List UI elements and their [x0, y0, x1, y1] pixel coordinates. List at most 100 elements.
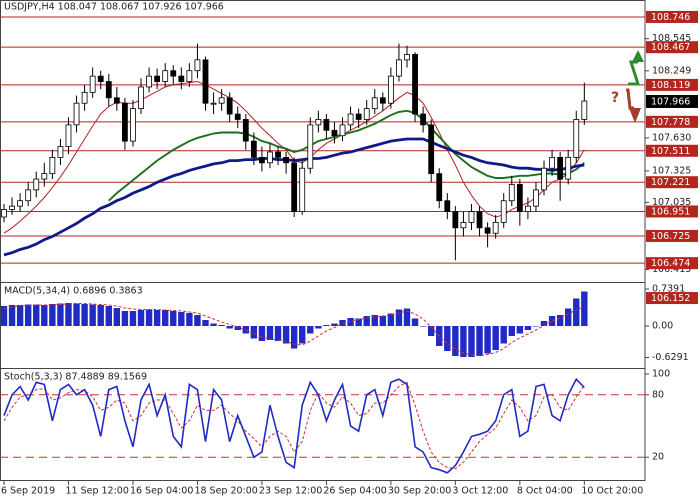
level-label: 106.474	[651, 258, 690, 269]
candle-body	[1, 208, 7, 218]
macd-bar	[73, 303, 80, 326]
macd-bar	[266, 326, 274, 340]
macd-bar	[540, 321, 548, 326]
x-tick-label: 11 Sep 12:00	[65, 486, 128, 497]
candle-body	[170, 70, 177, 77]
candle-body	[508, 184, 515, 202]
macd-bar	[307, 326, 314, 334]
y-tick-label: 20	[652, 452, 664, 463]
level-label: 106.152	[651, 293, 690, 304]
candle-body	[146, 75, 152, 88]
candle-body	[387, 75, 394, 104]
macd-signal	[3, 303, 585, 357]
candle-body	[573, 119, 580, 158]
candle-body	[267, 151, 273, 164]
macd-bar	[500, 326, 507, 344]
macd-bar	[121, 311, 129, 326]
candle-body	[283, 156, 290, 164]
level-label-box	[646, 257, 698, 270]
macd-bar	[16, 305, 24, 326]
macd-bar	[33, 304, 40, 326]
macd-bar	[81, 304, 88, 326]
level-label: 107.221	[651, 177, 690, 188]
plot-frame	[0, 0, 646, 481]
level-label: 107.778	[651, 117, 690, 128]
macd-bar	[105, 306, 112, 326]
macd-title: MACD(5,34,4) 0.6896 0.3863	[4, 286, 143, 297]
candle-body	[565, 156, 572, 180]
candle-body	[57, 146, 64, 158]
candle-body	[17, 200, 24, 207]
candle-body	[541, 167, 547, 191]
moving-average	[108, 109, 585, 202]
candle-body	[452, 211, 459, 229]
forecast-arrow-down	[626, 88, 634, 110]
candle-body	[89, 75, 96, 93]
candle-body	[428, 124, 435, 175]
x-tick-label: 10 Oct 20:00	[581, 486, 643, 497]
candle-body	[33, 178, 40, 191]
candle-body	[420, 113, 427, 126]
candle-body	[275, 151, 281, 158]
macd-bar	[419, 326, 427, 327]
stoch-title: Stoch(5,3,3) 87.4889 89.1569	[4, 372, 147, 383]
candle-body	[404, 54, 410, 61]
macd-bar	[581, 291, 588, 326]
macd-bar	[153, 310, 161, 326]
chart-title: USDJPY,H4 108.047 108.067 107.926 107.96…	[4, 2, 224, 13]
level-label-box	[646, 292, 698, 305]
candle-body	[194, 59, 201, 72]
level-label: 108.746	[651, 12, 690, 23]
macd-bar	[532, 326, 540, 327]
macd-bar	[282, 326, 290, 344]
macd-bar	[226, 326, 233, 329]
macd-bar	[89, 304, 96, 326]
candle-body	[9, 205, 15, 210]
macd-bar	[323, 325, 330, 326]
candle-body	[218, 97, 225, 104]
candle-body	[299, 167, 306, 212]
level-label-box	[646, 176, 698, 189]
candle-body	[41, 173, 48, 180]
macd-bar	[371, 315, 378, 326]
candle-body	[105, 81, 112, 99]
macd-bar	[49, 304, 56, 326]
macd-bar	[210, 323, 217, 326]
candle-body	[533, 189, 539, 207]
macd-bar	[145, 309, 153, 326]
candle-body	[178, 75, 185, 82]
macd-bar	[444, 326, 451, 351]
level-label-box	[646, 41, 698, 54]
level-label: 108.467	[651, 42, 690, 53]
candle-body	[355, 113, 362, 120]
level-label: 107.511	[651, 146, 690, 157]
macd-bar	[395, 309, 403, 326]
candle-body	[97, 75, 104, 82]
macd-bar	[468, 326, 475, 357]
macd-bar	[41, 305, 48, 326]
last-price-box	[646, 94, 698, 108]
macd-bar	[484, 326, 491, 354]
macd-bar	[65, 303, 72, 326]
annotation: ?	[611, 90, 619, 106]
candle-body	[436, 173, 443, 202]
macd-bar	[178, 312, 185, 326]
candle-body	[162, 70, 169, 82]
macd-bar	[331, 323, 338, 326]
y-tick-label: 107.630	[652, 132, 691, 143]
candle-body	[363, 108, 370, 120]
candle-body	[138, 86, 144, 110]
y-tick-label: 0.00	[652, 321, 673, 332]
macd-bar	[387, 313, 395, 326]
macd-bar	[339, 320, 346, 326]
macd-bar	[274, 326, 282, 341]
macd-bar	[129, 311, 137, 326]
candle-body	[315, 119, 322, 126]
candle-body	[484, 227, 491, 234]
level-label: 106.951	[651, 206, 690, 217]
candle-body	[250, 140, 257, 158]
candle-body	[25, 189, 32, 202]
level-label: 106.725	[651, 231, 690, 242]
candle-body	[113, 97, 120, 104]
